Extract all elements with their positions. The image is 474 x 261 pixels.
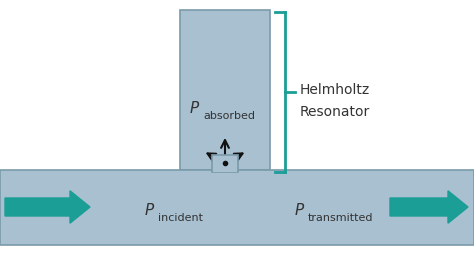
Text: $P$: $P$ (294, 202, 305, 218)
Text: $P$: $P$ (189, 100, 200, 116)
Bar (0, 170, 474, 245)
Text: $P$: $P$ (144, 202, 155, 218)
Text: incident: incident (158, 213, 203, 223)
FancyArrow shape (390, 191, 468, 223)
Text: transmitted: transmitted (308, 213, 374, 223)
Bar (212, 155, 238, 172)
Text: absorbed: absorbed (203, 111, 255, 121)
Text: Helmholtz: Helmholtz (300, 83, 370, 97)
Bar (180, 10, 270, 170)
Bar (213, 169, 237, 172)
Text: Resonator: Resonator (300, 105, 370, 119)
FancyArrow shape (5, 191, 90, 223)
